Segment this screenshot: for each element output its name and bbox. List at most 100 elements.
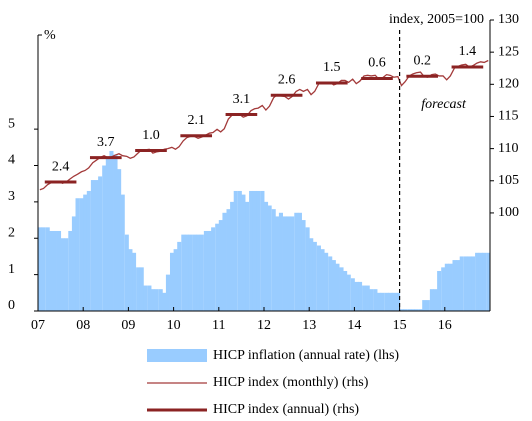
rate-label: 1.5 — [323, 60, 341, 75]
bar — [143, 285, 148, 311]
bar — [437, 270, 442, 311]
monthly-index-line — [39, 59, 489, 191]
bar — [335, 263, 340, 311]
y-tick-label: 2 — [8, 225, 15, 240]
bar — [407, 309, 412, 311]
y-tick-label: 3 — [8, 189, 15, 204]
bar — [377, 292, 382, 311]
bar — [199, 234, 204, 311]
bar — [456, 260, 461, 311]
bar — [448, 263, 453, 311]
bar — [369, 289, 374, 311]
bar — [275, 216, 280, 311]
y-tick-label: 0 — [8, 298, 15, 313]
x-tick-label: 08 — [76, 318, 90, 333]
bar — [264, 201, 269, 311]
bar — [290, 216, 295, 311]
bar — [124, 234, 129, 311]
legend-swatch — [147, 349, 207, 362]
bar — [324, 252, 329, 311]
bar — [452, 260, 457, 311]
bar — [365, 285, 370, 311]
bar — [343, 270, 348, 311]
rate-label: 3.7 — [97, 135, 115, 150]
bar — [399, 309, 404, 311]
bar — [256, 190, 261, 311]
bar — [441, 267, 446, 311]
bar — [380, 292, 385, 311]
legend: HICP inflation (annual rate) (lhs) HICP … — [147, 348, 399, 417]
x-tick-label: 14 — [347, 318, 361, 333]
y2-tick-label: 115 — [498, 109, 518, 124]
rate-label: 2.1 — [187, 113, 205, 128]
rate-label: 0.6 — [368, 56, 386, 71]
x-tick-label: 13 — [302, 318, 316, 333]
bar — [320, 249, 325, 311]
bar — [154, 289, 159, 311]
bar — [52, 230, 57, 311]
bar — [339, 267, 344, 311]
bar — [252, 190, 257, 311]
bar — [86, 190, 91, 311]
bar — [181, 234, 186, 311]
rate-label: 2.4 — [52, 159, 70, 174]
bar — [463, 256, 468, 311]
bar — [136, 267, 141, 311]
y2-tick-label: 130 — [498, 12, 519, 27]
y-axis-label: % — [44, 28, 56, 43]
y-tick-label: 5 — [8, 116, 15, 131]
y2-tick-label: 120 — [498, 77, 519, 92]
y2-tick-label: 110 — [498, 141, 518, 156]
y2-tick-label: 100 — [498, 205, 519, 220]
bar — [410, 309, 415, 311]
bar — [422, 300, 427, 311]
bar — [177, 241, 182, 311]
bar — [278, 212, 283, 311]
bar — [237, 190, 242, 311]
bar — [105, 158, 110, 311]
bar — [282, 216, 288, 311]
x-tick-label: 07 — [31, 318, 45, 333]
legend-label: HICP inflation (annual rate) (lhs) — [213, 348, 399, 363]
y-tick-label: 1 — [8, 262, 15, 277]
bar — [207, 230, 212, 311]
x-tick-label: 16 — [438, 318, 452, 333]
bar — [286, 216, 291, 311]
bar — [56, 230, 62, 311]
bar — [90, 180, 95, 311]
bar — [71, 216, 76, 311]
bar — [471, 256, 476, 311]
bar — [478, 252, 483, 311]
bar — [294, 212, 299, 311]
rate-label: 1.0 — [142, 128, 160, 143]
bar — [188, 234, 193, 311]
bar — [173, 249, 178, 311]
bar — [147, 285, 152, 311]
bar — [128, 249, 133, 311]
bar — [433, 289, 438, 311]
bar — [41, 227, 46, 311]
bar — [429, 289, 434, 311]
x-tick-label: 11 — [212, 318, 225, 333]
bar — [482, 252, 487, 311]
legend-label: HICP index (monthly) (rhs) — [213, 375, 369, 390]
rate-label: 1.4 — [459, 44, 477, 59]
bar — [328, 256, 333, 311]
bar — [425, 300, 430, 311]
bar — [211, 227, 216, 311]
bar — [403, 309, 408, 311]
bar — [158, 289, 163, 311]
bar — [459, 256, 464, 311]
bar — [203, 230, 208, 311]
x-tick-label: 12 — [257, 318, 271, 333]
bar — [151, 289, 156, 311]
bar — [267, 205, 272, 311]
bar — [249, 190, 254, 311]
x-tick-label: 09 — [121, 318, 135, 333]
y2-tick-label: 105 — [498, 173, 519, 188]
bar — [391, 292, 396, 311]
bar — [414, 309, 419, 311]
rate-label: 0.2 — [413, 53, 431, 68]
bar — [316, 245, 321, 311]
